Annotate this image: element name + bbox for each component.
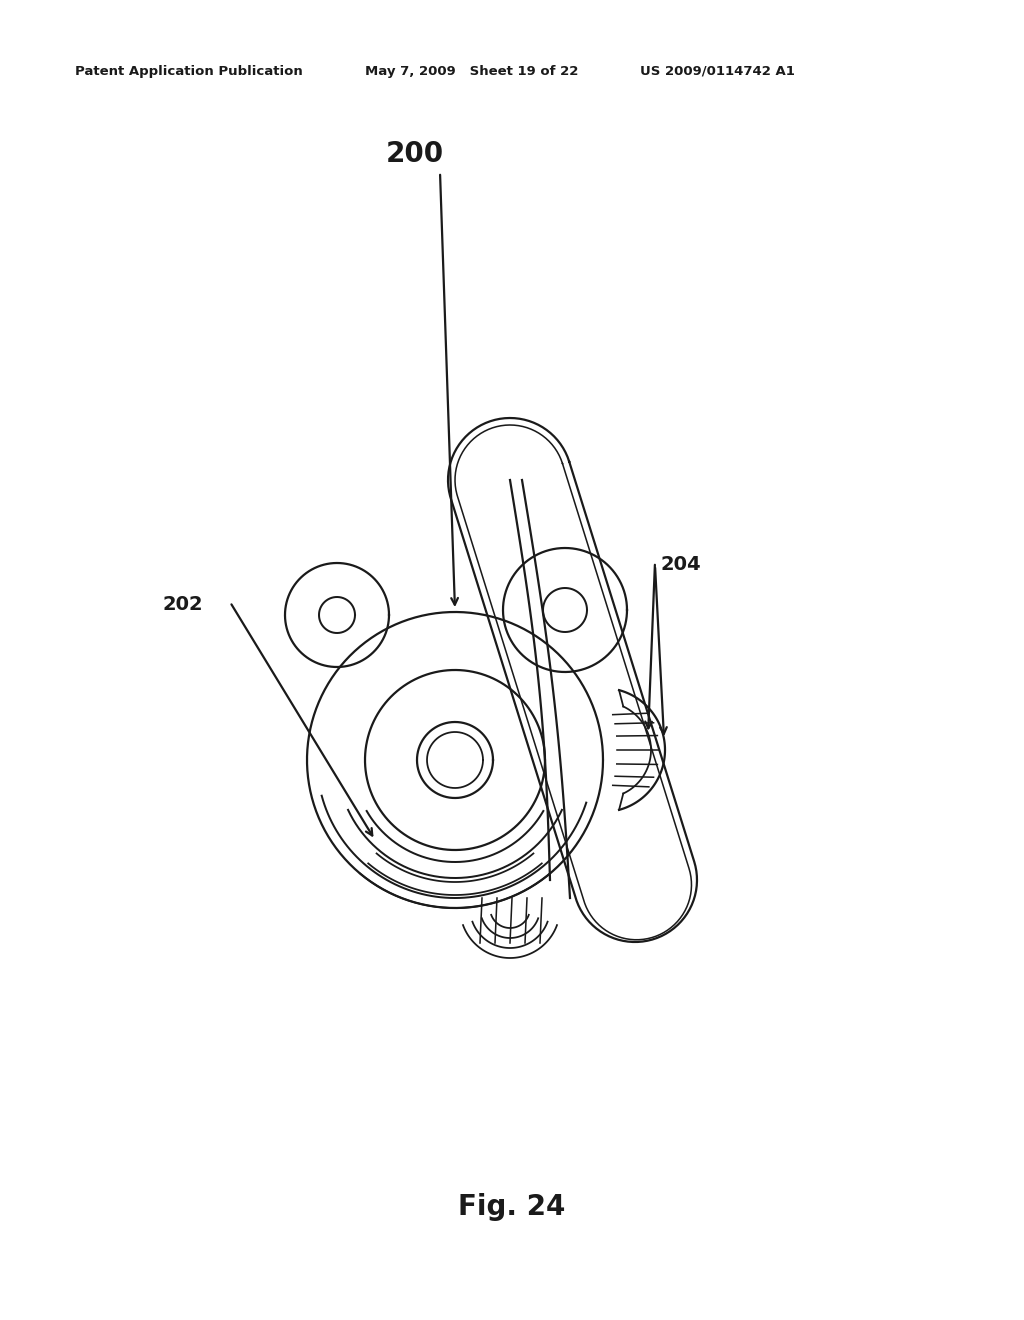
- Text: Fig. 24: Fig. 24: [459, 1193, 565, 1221]
- Text: 202: 202: [162, 595, 203, 614]
- Text: May 7, 2009   Sheet 19 of 22: May 7, 2009 Sheet 19 of 22: [365, 65, 579, 78]
- Text: 204: 204: [660, 554, 700, 574]
- Text: 200: 200: [386, 140, 444, 168]
- Text: Patent Application Publication: Patent Application Publication: [75, 65, 303, 78]
- Text: US 2009/0114742 A1: US 2009/0114742 A1: [640, 65, 795, 78]
